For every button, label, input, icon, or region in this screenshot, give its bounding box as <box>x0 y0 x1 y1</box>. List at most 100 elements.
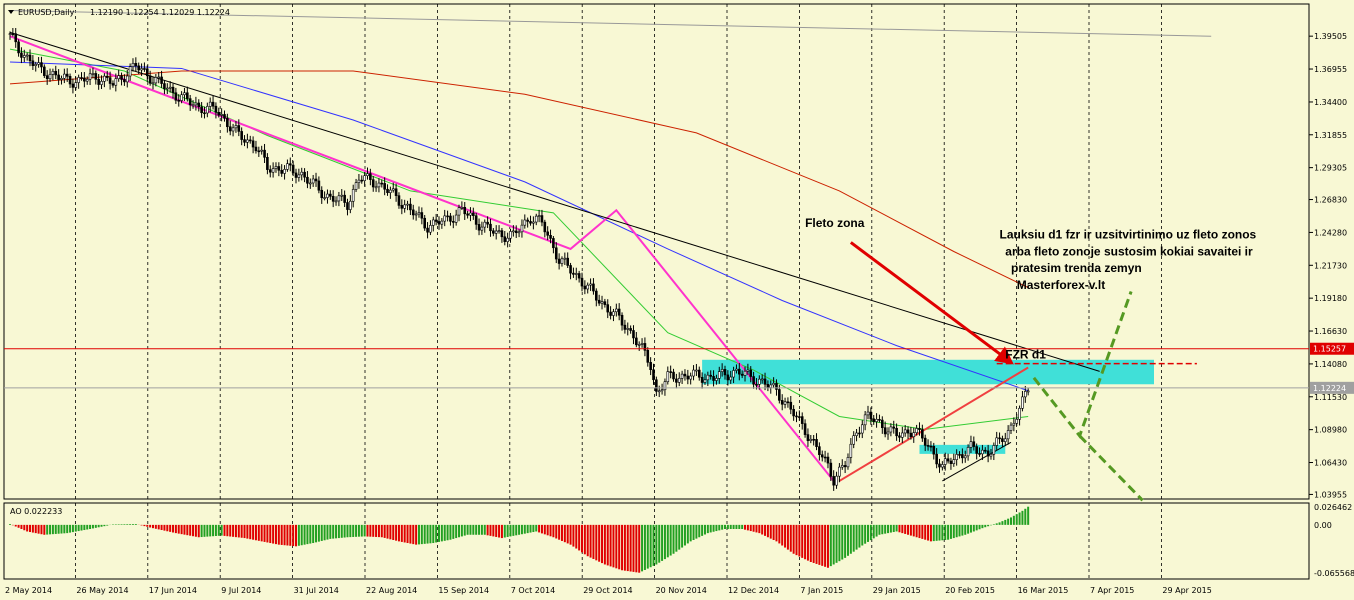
candle <box>80 72 83 81</box>
candle-body <box>48 74 52 80</box>
candle-body <box>180 94 183 101</box>
candle-body <box>160 76 163 84</box>
candle-body <box>572 272 575 275</box>
candle-body <box>938 463 941 468</box>
candle-body <box>523 219 527 226</box>
candle-body <box>472 212 475 216</box>
candle-body <box>414 213 418 216</box>
candle-body <box>612 311 615 316</box>
candle <box>692 365 695 381</box>
candle-body <box>637 344 641 346</box>
candle-body <box>168 86 172 89</box>
candle-body <box>306 176 309 184</box>
annotation-text: FZR d1 <box>1005 347 1046 361</box>
y-tick-label: 1.29305 <box>1314 164 1347 173</box>
candle-body <box>323 197 326 199</box>
candle <box>743 366 747 382</box>
candle-body <box>274 166 278 169</box>
candle-body <box>975 446 978 454</box>
candle <box>386 184 389 196</box>
candle-body <box>228 126 232 132</box>
candle <box>65 68 69 82</box>
candle-body <box>663 381 667 391</box>
candle-body <box>77 77 80 83</box>
y-tick-label: 1.14080 <box>1314 360 1347 369</box>
candle <box>45 70 49 85</box>
candle-body <box>972 441 976 447</box>
candle <box>163 80 166 95</box>
candle <box>666 366 670 385</box>
candle-body <box>946 458 950 462</box>
candle-body <box>351 189 355 202</box>
candle-body <box>483 221 487 228</box>
candle-body <box>277 166 281 171</box>
candle <box>1018 405 1021 426</box>
x-tick-label: 12 Dec 2014 <box>728 586 779 595</box>
candle-body <box>509 231 512 239</box>
candle <box>437 216 441 230</box>
candle <box>94 70 98 85</box>
candle <box>540 209 544 227</box>
candle-body <box>915 428 918 433</box>
candle-body <box>349 200 352 210</box>
candle <box>700 372 704 389</box>
candle <box>231 123 235 137</box>
candle-body <box>283 169 286 174</box>
candle <box>989 448 993 460</box>
candle <box>54 65 58 80</box>
candle <box>234 120 238 133</box>
candle <box>506 232 509 248</box>
candle <box>926 439 930 451</box>
candle-body <box>151 82 155 85</box>
candle-body <box>923 437 927 446</box>
candle-body <box>251 140 255 148</box>
candle-body <box>952 459 956 464</box>
candle <box>697 366 701 381</box>
candle-body <box>194 102 198 106</box>
candle-body <box>257 150 261 153</box>
x-tick-label: 26 May 2014 <box>76 586 128 595</box>
candle-body <box>789 401 793 410</box>
candle-body <box>369 173 372 180</box>
candle <box>28 49 32 67</box>
candle-body <box>500 230 504 238</box>
candle-body <box>809 438 813 441</box>
candle-body <box>758 378 761 385</box>
candle <box>895 423 898 441</box>
candle-body <box>200 106 203 114</box>
candle-body <box>586 284 590 290</box>
candle <box>946 453 950 464</box>
candle <box>886 427 890 440</box>
candle <box>188 94 192 111</box>
candle-body <box>183 92 186 96</box>
candle-body <box>932 446 936 455</box>
candle <box>134 57 138 72</box>
candle <box>31 55 35 70</box>
candle-body <box>775 383 778 390</box>
candle <box>354 178 358 193</box>
candle-body <box>860 424 864 434</box>
candle <box>197 99 201 112</box>
candle <box>51 68 55 81</box>
y-tick-label: 1.34400 <box>1314 98 1347 107</box>
candle-body <box>506 237 509 242</box>
candle-body <box>145 68 149 77</box>
candle-body <box>752 376 755 385</box>
candle-body <box>723 369 727 376</box>
candle <box>858 426 861 438</box>
candle-body <box>540 215 544 223</box>
candle-body <box>649 362 652 371</box>
candle <box>983 447 987 454</box>
candle-body <box>966 447 970 457</box>
candle-body <box>620 314 624 326</box>
candle-body <box>560 258 564 264</box>
candle <box>612 308 615 322</box>
candle-body <box>17 41 20 54</box>
candle-body <box>429 225 432 233</box>
candle <box>214 102 218 119</box>
candle <box>554 242 558 264</box>
candle-body <box>137 65 140 71</box>
candle <box>921 424 924 442</box>
candle <box>617 303 621 321</box>
